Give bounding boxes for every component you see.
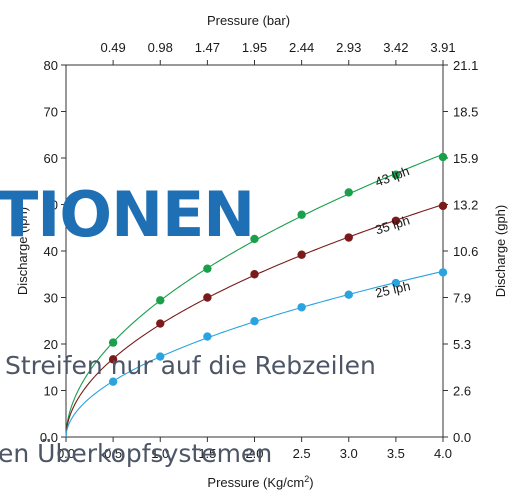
series-label-1: 35 lph — [373, 213, 411, 238]
x2-tick-label: 1.47 — [195, 40, 220, 55]
data-point — [438, 152, 448, 162]
data-point — [250, 234, 259, 244]
series-label-2: 25 lph — [374, 278, 412, 300]
data-point — [391, 216, 401, 225]
data-point — [297, 250, 306, 259]
x-tick-label: 2.0 — [245, 446, 263, 461]
y2-tick-label: 21.1 — [453, 58, 478, 73]
data-point — [156, 352, 165, 361]
x-axis-title-sup: 2 — [304, 474, 309, 484]
series-label-0: 43 lph — [373, 163, 411, 190]
axes: 0.0 0.5 1.0 1.5 2.0 2.5 3.0 3.5 4.0 Pressure (Kg/… — [15, 13, 508, 490]
x-axis-title-close: ) — [309, 475, 313, 490]
data-point — [108, 355, 118, 364]
y-axis-title: Discharge (lph) — [15, 207, 30, 295]
x-tick-label: 1.0 — [151, 446, 169, 461]
x2-tick-label: 2.44 — [289, 40, 314, 55]
x-tick-label: 0.5 — [104, 446, 122, 461]
x2-tick-label: 0.49 — [100, 40, 125, 55]
x2-tick-label: 1.95 — [242, 40, 267, 55]
y-tick-label: 20 — [44, 337, 58, 352]
x-tick-label: 1.5 — [198, 446, 216, 461]
data-point — [344, 188, 353, 197]
overlay-text-line-1: Streifen nur auf die Rebzeilen — [5, 351, 376, 380]
x-tick-label: 4.0 — [434, 446, 452, 461]
x2-tick-label: 2.93 — [336, 40, 361, 55]
data-point — [438, 201, 448, 211]
data-point — [344, 290, 353, 299]
y2-tick-label: 10.6 — [453, 244, 478, 259]
data-point — [203, 332, 212, 341]
y2-tick-label: 2.6 — [453, 384, 471, 399]
y-tick-label: 10 — [44, 384, 58, 399]
data-point — [108, 377, 118, 386]
y2-tick-label: 13.2 — [453, 198, 478, 213]
x-tick-label: 0.0 — [57, 446, 75, 461]
x2-tick-label: 0.98 — [148, 40, 173, 55]
data-point — [344, 233, 353, 242]
y2-tick-label: 18.5 — [453, 105, 478, 120]
x2-axis-title: Pressure (bar) — [207, 13, 290, 28]
y-tick-label: 30 — [44, 291, 58, 306]
data-point — [391, 170, 401, 179]
y-tick-label: 50 — [44, 198, 58, 213]
data-point — [391, 278, 401, 288]
x-axis-title-main: Pressure (Kg/cm — [207, 475, 304, 490]
overlay-heading: TIONEN — [0, 178, 255, 251]
y-tick-label: 70 — [44, 105, 58, 120]
x-tick-label: 3.5 — [387, 446, 405, 461]
overlay-text-line-2: en Überkopfsystemen — [0, 439, 273, 468]
y-tick-label: 40 — [44, 244, 58, 259]
x2-tick-label: 3.42 — [383, 40, 408, 55]
labels-group: 43 lph 35 lph 25 lph — [373, 163, 412, 300]
data-point — [297, 210, 306, 219]
y-tick-label: 0.0 — [40, 430, 58, 445]
data-point — [250, 270, 259, 279]
data-point — [203, 264, 212, 273]
x-tick-label: 2.5 — [293, 446, 311, 461]
data-point — [156, 319, 165, 328]
data-point — [438, 268, 448, 277]
y2-axis-title: Discharge (gph) — [493, 205, 508, 298]
x-axis-title: Pressure (Kg/cm2) — [207, 474, 313, 490]
series-group — [65, 152, 448, 438]
y2-tick-label: 0.0 — [453, 430, 471, 445]
y2-tick-label: 5.3 — [453, 337, 471, 352]
x2-tick-label: 3.91 — [430, 40, 455, 55]
data-point — [297, 303, 306, 312]
x-tick-label: 3.0 — [340, 446, 358, 461]
data-point — [250, 317, 259, 326]
data-point — [108, 338, 118, 347]
y-tick-label: 60 — [44, 151, 58, 166]
data-point — [203, 293, 212, 302]
y2-tick-label: 7.9 — [453, 291, 471, 306]
y2-tick-label: 15.9 — [453, 151, 478, 166]
plot-frame — [65, 64, 444, 438]
y-tick-label: 80 — [44, 58, 58, 73]
data-point — [156, 296, 165, 305]
